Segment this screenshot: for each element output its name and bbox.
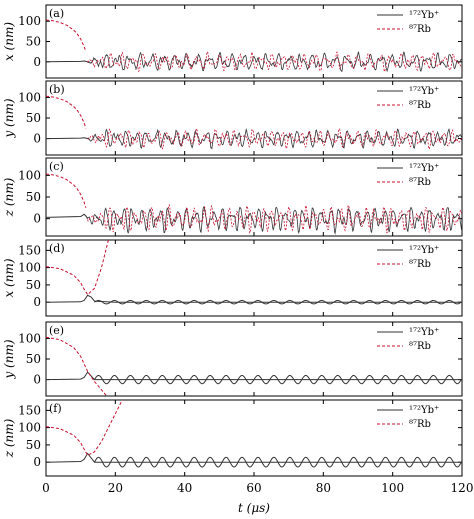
series-line	[87, 203, 462, 234]
y-tick-label: 0	[33, 455, 41, 469]
y-tick-label: 100	[18, 421, 41, 435]
y-tick-label: 150	[18, 243, 41, 257]
legend-label: ¹⁷²Yb⁺	[409, 163, 439, 174]
series-line	[46, 213, 89, 219]
legend-label: ⁸⁷Rb	[409, 419, 431, 430]
y-tick-label: 100	[18, 261, 41, 275]
x-axis-label: t (μs)	[238, 501, 270, 515]
legend-label: ⁸⁷Rb	[409, 259, 431, 270]
series-line	[46, 371, 462, 381]
y-axis-label: x (nm)	[2, 258, 16, 297]
y-tick-label: 100	[18, 331, 41, 345]
y-tick-label: 0	[33, 212, 41, 226]
series-line	[94, 456, 462, 468]
plot-frame	[45, 239, 463, 317]
y-tick-label: 50	[26, 111, 41, 125]
panel-tag: (a)	[49, 7, 64, 20]
plot-frame	[45, 399, 463, 477]
series-line	[87, 127, 462, 151]
panel-tag: (e)	[49, 324, 64, 337]
legend-label: ¹⁷²Yb⁺	[409, 327, 439, 338]
legend-label: ¹⁷²Yb⁺	[409, 245, 439, 256]
y-tick-label: 100	[18, 14, 41, 28]
series-line	[46, 19, 87, 52]
series-line	[87, 206, 462, 235]
panel-tag: (d)	[49, 242, 65, 255]
series-line	[87, 127, 462, 150]
x-tick-label: 100	[381, 481, 404, 495]
y-tick-label: 0	[33, 295, 41, 309]
y-axis-label: z (nm)	[2, 177, 16, 217]
y-tick-label: 100	[18, 168, 41, 182]
y-tick-label: 50	[26, 190, 41, 204]
legend-label: ⁸⁷Rb	[409, 177, 431, 188]
y-tick-label: 50	[26, 35, 41, 49]
y-tick-label: 0	[33, 55, 41, 69]
series-line	[46, 452, 462, 463]
y-tick-label: 50	[26, 352, 41, 366]
series-line	[94, 300, 462, 305]
y-tick-label: 50	[26, 278, 41, 292]
series-line	[46, 294, 462, 303]
plot-frame	[45, 80, 463, 156]
plot-frame	[45, 321, 463, 397]
y-axis-label: y (nm)	[2, 98, 16, 138]
legend-label: ¹⁷²Yb⁺	[409, 10, 439, 21]
series-line	[94, 375, 462, 385]
series-line	[46, 240, 109, 296]
panel-tag: (c)	[49, 160, 64, 173]
x-tick-labels: 0 20 40 60 80 100 120	[42, 481, 473, 495]
legend-label: ⁸⁷Rb	[409, 100, 431, 111]
legend-label: ¹⁷²Yb⁺	[409, 86, 439, 97]
y-tick-label: 100	[18, 90, 41, 104]
legend-label: ⁸⁷Rb	[409, 341, 431, 352]
series-line	[46, 173, 87, 208]
y-axis-label: y (nm)	[2, 339, 16, 379]
x-tick-label: 80	[316, 481, 331, 495]
legend-label: ⁸⁷Rb	[409, 24, 431, 35]
x-tick-label: 60	[246, 481, 261, 495]
y-tick-label: 0	[33, 132, 41, 146]
series-line	[46, 60, 88, 63]
series-line	[87, 50, 462, 73]
panel-tag: (b)	[49, 83, 65, 96]
y-tick-label: 150	[18, 403, 41, 417]
y-axis-label: x (nm)	[2, 22, 16, 61]
x-tick-label: 120	[451, 481, 474, 495]
y-tick-label: 0	[33, 373, 41, 387]
x-tick-label: 20	[108, 481, 123, 495]
x-tick-label: 0	[42, 481, 50, 495]
series-line	[46, 137, 88, 140]
series-line	[46, 95, 87, 129]
y-tick-label: 50	[26, 438, 41, 452]
x-tick-label: 40	[177, 481, 192, 495]
y-axis-label: z (nm)	[2, 418, 16, 458]
series-line	[87, 51, 462, 73]
panel-tag: (f)	[49, 402, 62, 415]
legend-label: ¹⁷²Yb⁺	[409, 405, 439, 416]
series-line	[46, 336, 108, 396]
